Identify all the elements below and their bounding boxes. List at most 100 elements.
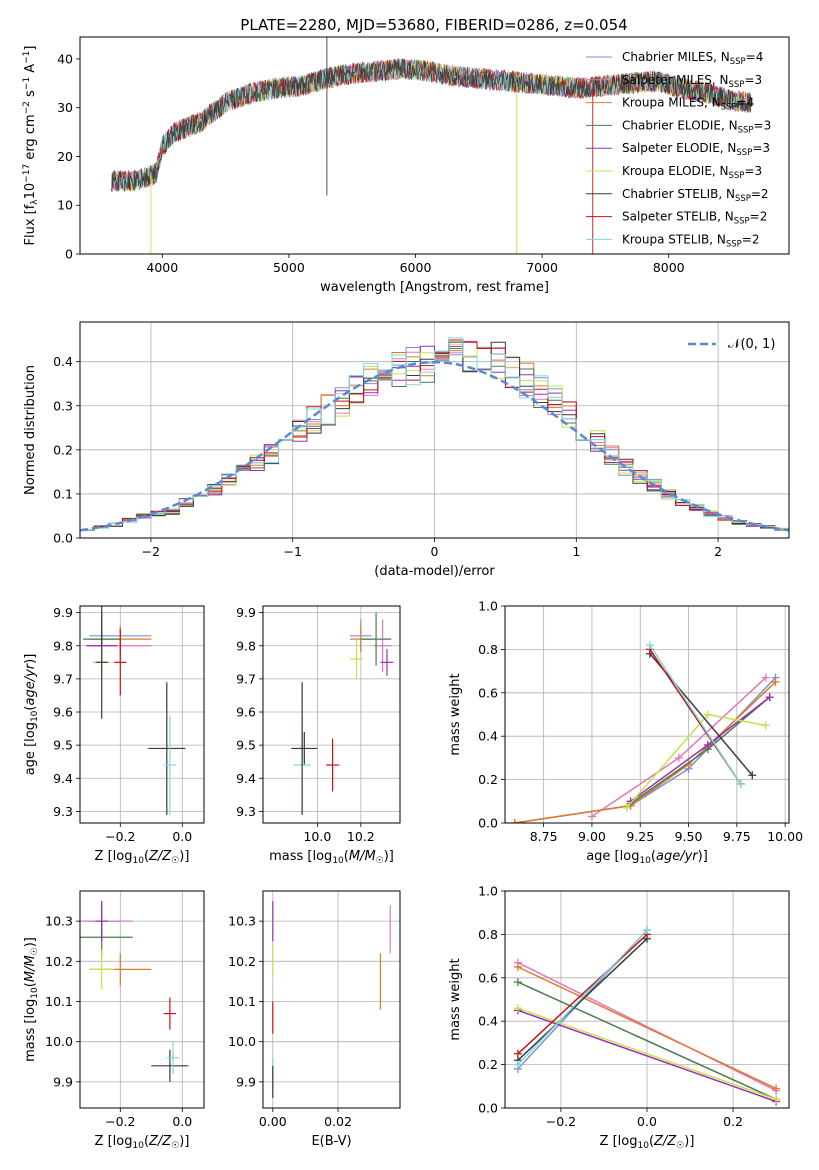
y-tick-label: 0.1 (53, 486, 73, 501)
series-marker (587, 812, 596, 821)
y-tick-label: 0.6 (478, 970, 498, 985)
x-tick-label: 0.00 (259, 1114, 287, 1129)
x-tick-label: 7000 (526, 260, 558, 275)
spectrum-panel: 4000 5000 6000 7000 8000 0 10 20 30 40 Chabrier MI… (22, 36, 790, 295)
x-axis-label: mass [log10(M/M☉)] (269, 849, 394, 866)
x-tick-label: 9.75 (723, 829, 751, 844)
y-tick-label: 10.1 (228, 994, 256, 1009)
series-line (517, 933, 648, 1055)
series-line (514, 677, 777, 823)
legend-label: Chabrier MILES, NSSP=4 (622, 50, 763, 67)
axes-frame (262, 890, 401, 1109)
errorbars (83, 606, 186, 815)
y-tick-label: 10.0 (228, 1034, 256, 1049)
series-marker (736, 779, 745, 788)
series-marker (643, 926, 651, 935)
series-marker (513, 1060, 522, 1069)
y-tick-label: 10.1 (45, 994, 73, 1009)
y-axis-label: mass [log10(M/M☉)] (23, 937, 40, 1062)
legend-label: Salpeter MILES, NSSP=3 (622, 73, 762, 90)
x-tick-label: −0.2 (546, 1114, 576, 1129)
legend-label: Kroupa STELIB, NSSP=2 (622, 232, 760, 249)
x-axis-label: Z [log10(Z/Z☉)] (95, 1134, 190, 1151)
y-tick-label: 10 (57, 198, 73, 213)
x-tick-label: 9.25 (626, 829, 654, 844)
series-marker (513, 978, 522, 987)
x-tick-label: 0.0 (637, 1114, 657, 1129)
y-tick-label: 0.8 (478, 642, 498, 657)
age-vs-mass-panel: 10.0 10.2 9.3 9.4 9.5 9.6 9.7 9.8 9.9 mass [log10… (236, 605, 401, 866)
y-tick-label: 1.0 (478, 884, 498, 899)
y-tick-label: 0.0 (53, 531, 73, 546)
y-axis-label: Normed distribution (23, 365, 38, 495)
errorbars (80, 901, 189, 1082)
spectrum-line (111, 58, 752, 192)
x-tick-label: 9.50 (675, 829, 703, 844)
series-marker (513, 962, 522, 971)
series-marker (510, 819, 519, 823)
y-tick-label: 20 (57, 149, 73, 164)
data-point (360, 612, 392, 666)
x-axis-label: (data-model)/error (374, 564, 495, 579)
series-line (517, 929, 648, 1066)
y-tick-label: 9.7 (236, 671, 256, 686)
series-marker (674, 753, 683, 762)
series-marker (513, 1004, 522, 1013)
y-tick-label: 0.0 (478, 816, 498, 831)
y-axis-label: age [log10(age/yr)] (23, 654, 40, 776)
y-tick-label: 0.4 (53, 354, 73, 369)
histogram-panel: −2 −1 0 1 2 0.0 0.1 0.2 0.3 0.4 𝒩(0, 1) (data-model… (23, 321, 790, 579)
series-lines (513, 926, 781, 1106)
mass-vs-metallicity-panel: −0.2 0.0 9.9 10.0 10.1 10.2 10.3 Z [log10(Z/Z☉)… (23, 890, 205, 1151)
x-tick-label: 1 (572, 544, 580, 559)
legend: Chabrier MILES, NSSP=4 Salpeter MILES, NS… (586, 50, 771, 249)
y-tick-label: 9.4 (236, 771, 256, 786)
y-tick-label: 10.2 (228, 954, 256, 969)
errorbars (291, 612, 394, 815)
y-tick-label: 10.3 (45, 914, 73, 929)
series-marker (645, 641, 654, 650)
x-tick-label: 4000 (146, 260, 178, 275)
x-tick-label: 0.0 (172, 1114, 192, 1129)
x-tick-label: 9.00 (578, 829, 606, 844)
series-marker (771, 677, 780, 686)
y-tick-label: 9.3 (53, 804, 73, 819)
y-tick-label: 9.8 (53, 638, 73, 653)
series-marker (622, 803, 631, 812)
series-line (514, 681, 777, 823)
y-tick-label: 9.4 (53, 771, 73, 786)
mass-weight-vs-age-panel: 8.75 9.00 9.25 9.50 9.75 10.00 0.0 0.2 0.4 0.6 0.8… (448, 599, 803, 867)
x-tick-label: 0 (431, 544, 439, 559)
y-tick-label: 9.8 (236, 638, 256, 653)
series-marker (761, 673, 770, 682)
y-axis-label: mass weight (448, 958, 463, 1040)
normal-curve (80, 360, 789, 532)
x-axis-label: Z [log10(Z/Z☉)] (600, 1134, 695, 1151)
x-axis-label: E(B-V) (311, 1134, 351, 1149)
data-point (380, 649, 394, 676)
data-point (89, 949, 115, 990)
data-point (163, 715, 177, 815)
x-tick-label: 5000 (273, 260, 305, 275)
y-tick-label: 1.0 (478, 599, 498, 614)
series-marker (513, 1049, 522, 1058)
x-tick-label: 0.2 (723, 1114, 743, 1129)
x-tick-label: 10.00 (767, 829, 803, 844)
data-point (349, 639, 364, 679)
y-tick-label: 0.0 (478, 1101, 498, 1116)
legend-label: Salpeter ELODIE, NSSP=3 (622, 141, 770, 158)
legend-label: Chabrier ELODIE, NSSP=3 (622, 118, 771, 135)
axes-frame (79, 605, 205, 824)
errorbars (272, 901, 391, 1098)
x-tick-label: 6000 (400, 260, 432, 275)
legend-label: Salpeter STELIB, NSSP=2 (622, 210, 767, 227)
y-axis-label: Flux [fλ10−17 erg cm−2 s−1 A−1] (22, 46, 40, 246)
axes-frame (504, 890, 790, 1109)
series-marker (748, 771, 757, 780)
series-line (517, 981, 777, 1100)
axes-frame (262, 605, 401, 824)
series-lines (510, 641, 780, 823)
y-tick-label: 9.7 (53, 671, 73, 686)
x-axis-label: age [log10(age/yr)] (586, 849, 708, 866)
